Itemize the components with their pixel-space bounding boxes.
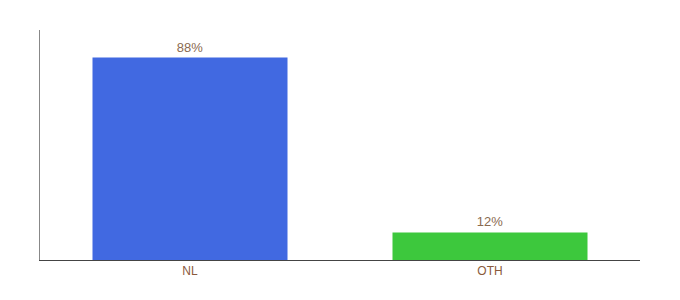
svg-text:12%: 12% bbox=[477, 214, 503, 229]
svg-text:NL: NL bbox=[182, 264, 198, 278]
svg-text:OTH: OTH bbox=[477, 264, 502, 278]
svg-text:88%: 88% bbox=[177, 40, 203, 55]
